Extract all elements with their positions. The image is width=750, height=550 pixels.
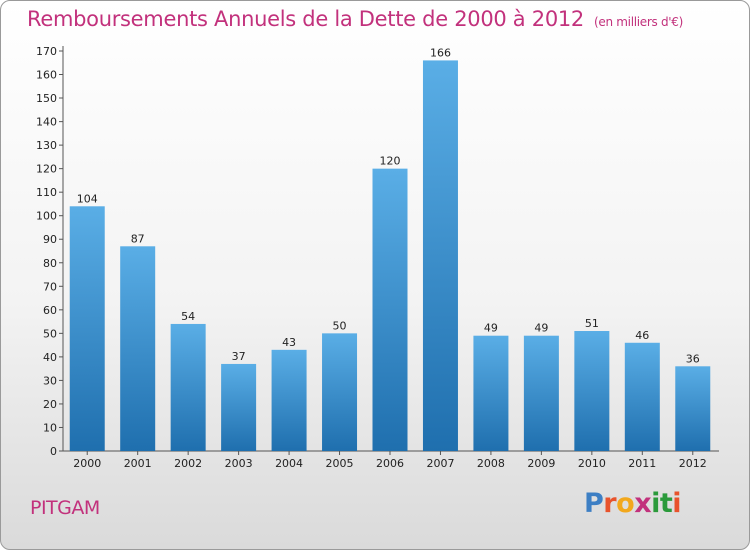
y-tick-label: 130 [36, 139, 57, 152]
value-label-2005: 50 [333, 319, 347, 332]
x-tick-label-2011: 2011 [628, 457, 656, 470]
x-tick-label-2010: 2010 [578, 457, 606, 470]
bar-2009 [523, 335, 559, 451]
y-tick-label: 140 [36, 116, 57, 129]
y-tick-label: 150 [36, 92, 57, 105]
y-tick-label: 170 [36, 45, 57, 58]
bar-2008 [473, 335, 509, 451]
y-tick-label: 30 [43, 374, 57, 387]
bars [69, 60, 711, 451]
bar-2001 [120, 246, 156, 451]
value-label-2003: 37 [232, 350, 246, 363]
x-tick-label-2009: 2009 [527, 457, 555, 470]
logo-letter: x [634, 488, 652, 519]
y-tick-label: 100 [36, 210, 57, 223]
bar-2011 [624, 342, 660, 451]
x-tick-label-2001: 2001 [124, 457, 152, 470]
bar-2003 [221, 363, 257, 451]
bar-2002 [170, 323, 206, 451]
y-tick-label: 60 [43, 304, 57, 317]
bar-2000 [69, 206, 105, 451]
x-tick-label-2004: 2004 [275, 457, 303, 470]
value-label-2012: 36 [686, 352, 700, 365]
value-label-2009: 49 [534, 322, 548, 335]
city-name: PITGAM [30, 497, 100, 519]
logo-letter: i [651, 488, 660, 519]
x-tick-label-2008: 2008 [477, 457, 505, 470]
y-tick-label: 50 [43, 327, 57, 340]
y-tick-label: 90 [43, 233, 57, 246]
x-tick-label-2007: 2007 [426, 457, 454, 470]
chart-subtitle: (en milliers d'€) [594, 15, 684, 29]
bar-2007 [422, 60, 458, 451]
y-tick-label: 80 [43, 257, 57, 270]
value-label-2010: 51 [585, 317, 599, 330]
x-tick-label-2005: 2005 [326, 457, 354, 470]
bar-2004 [271, 349, 307, 451]
value-label-2006: 120 [380, 155, 401, 168]
y-tick-label: 70 [43, 280, 57, 293]
y-tick-label: 10 [43, 421, 57, 434]
value-label-2002: 54 [181, 310, 195, 323]
value-label-2011: 46 [635, 329, 649, 342]
x-tick-label-2002: 2002 [174, 457, 202, 470]
value-label-2001: 87 [131, 232, 145, 245]
logo-letter: t [659, 488, 673, 519]
logo-letter: P [584, 488, 604, 519]
y-tick-label: 110 [36, 186, 57, 199]
bar-2006 [372, 168, 408, 451]
chart-title-text: Remboursements Annuels de la Dette de 20… [27, 7, 584, 31]
x-tick-label-2006: 2006 [376, 457, 404, 470]
y-tick-label: 20 [43, 398, 57, 411]
value-label-2004: 43 [282, 336, 296, 349]
logo-letter: i [672, 488, 682, 519]
value-label-2000: 104 [77, 192, 98, 205]
logo-letter: r [603, 488, 617, 519]
bar-2010 [574, 331, 610, 451]
y-tick-label: 40 [43, 351, 57, 364]
chart-title: Remboursements Annuels de la Dette de 20… [27, 7, 683, 31]
value-label-2007: 166 [430, 46, 451, 59]
bar-2005 [322, 333, 358, 451]
proxiti-logo[interactable]: Proxiti [584, 488, 682, 519]
bar-2012 [675, 366, 711, 451]
logo-letter: o [616, 488, 635, 519]
y-tick-label: 160 [36, 69, 57, 82]
value-labels: 104 87 54 37 43 50 120 166 49 49 51 46 36 [77, 46, 700, 365]
x-tick-label-2012: 2012 [679, 457, 707, 470]
y-tick-label: 0 [50, 445, 57, 458]
axes: 0 10 20 30 40 50 60 70 80 90 100 110 120 130 140 150 160… [36, 45, 719, 470]
value-label-2008: 49 [484, 322, 498, 335]
x-tick-label-2000: 2000 [73, 457, 101, 470]
x-tick-label-2003: 2003 [225, 457, 253, 470]
y-tick-label: 120 [36, 163, 57, 176]
